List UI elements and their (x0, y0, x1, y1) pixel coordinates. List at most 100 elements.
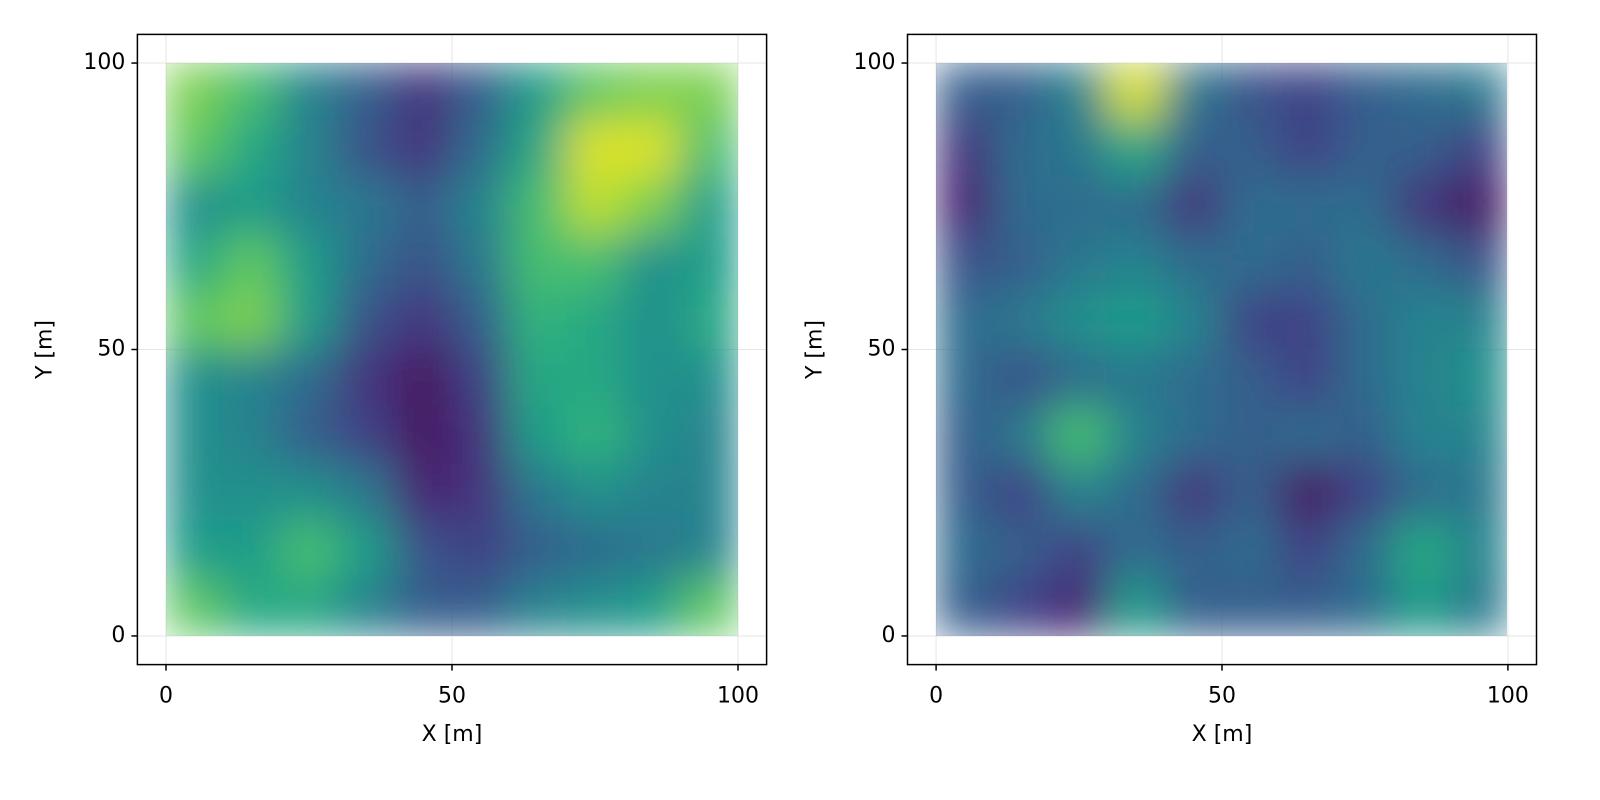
heatmap-cell (1278, 63, 1337, 121)
heatmap-cell (1393, 349, 1452, 408)
heatmap-cell (279, 119, 339, 179)
heatmap-cell (166, 578, 224, 636)
heatmap-cell (1164, 119, 1223, 179)
heatmap-cell (166, 406, 224, 465)
heatmap-cell (1278, 578, 1337, 636)
heatmap-cell (394, 349, 453, 408)
heatmap-cell (508, 406, 567, 465)
heatmap-cell (1164, 291, 1223, 350)
y-tick-label: 100 (854, 50, 896, 75)
heatmap-cell (1221, 119, 1280, 179)
y-axis-label: Y [m] (803, 320, 828, 380)
heatmap-cell (1278, 234, 1337, 293)
heatmap-cell (1107, 406, 1166, 465)
heatmap-cell (680, 177, 738, 236)
heatmap-cell (1278, 520, 1337, 580)
x-tick-label: 50 (1208, 684, 1236, 709)
heatmap-cell (394, 177, 453, 236)
heatmap-cell (451, 177, 510, 236)
heatmap-cell (222, 349, 281, 408)
heatmap-cell (222, 119, 281, 179)
heatmap-cell (451, 520, 510, 580)
heatmap-cell (337, 520, 396, 580)
y-axis-label: Y [m] (32, 320, 57, 380)
heatmap-cell (1221, 349, 1280, 408)
y-tick-label: 0 (882, 623, 896, 648)
heatmap-cell (222, 177, 281, 236)
heatmap-cell (623, 177, 682, 236)
heatmap-cell (394, 234, 453, 293)
heatmap-cell (936, 119, 994, 179)
heatmap-cell (1049, 406, 1109, 465)
heatmap-cell (451, 349, 510, 408)
heatmap-cell (1393, 291, 1452, 350)
heatmap-cell (508, 234, 567, 293)
heatmap-cell (337, 177, 396, 236)
heatmap-cell (565, 520, 625, 580)
heatmap-cell (337, 63, 396, 121)
heatmap-cell (936, 406, 994, 465)
heatmap-cell (992, 578, 1051, 636)
heatmap-cell (222, 291, 281, 350)
heatmap-cell (623, 406, 682, 465)
heatmap-cell (1278, 291, 1337, 350)
heatmap-cell (1164, 406, 1223, 465)
heatmap-cell (1278, 463, 1337, 522)
heatmap-cell (936, 63, 994, 121)
heatmap-cell (508, 63, 567, 121)
heatmap-cell (623, 520, 682, 580)
heatmap-cell (1107, 578, 1166, 636)
heatmap-cell (1393, 463, 1452, 522)
heatmap-cell (992, 119, 1051, 179)
heatmap-cell (565, 463, 625, 522)
heatmap-cell (1450, 234, 1507, 293)
heatmap-cell (1049, 349, 1109, 408)
heatmap-cell (565, 349, 625, 408)
heatmap-cell (680, 291, 738, 350)
heatmap-cell (1221, 234, 1280, 293)
heatmap-cell (1450, 463, 1507, 522)
heatmap-cell (1221, 291, 1280, 350)
heatmap-cell (992, 406, 1051, 465)
x-tick-label: 50 (438, 684, 466, 709)
heatmap-cell (166, 349, 224, 408)
heatmap-cell (1049, 578, 1109, 636)
heatmap-cell (1450, 406, 1507, 465)
heatmap-cell (337, 406, 396, 465)
heatmap-cell (1278, 177, 1337, 236)
heatmap-cell (279, 406, 339, 465)
heatmap-cell (222, 234, 281, 293)
heatmap-cell (1107, 119, 1166, 179)
heatmap-cell (1049, 291, 1109, 350)
heatmap-cell (337, 463, 396, 522)
x-axis-label: X [m] (1192, 722, 1253, 747)
heatmap-cells (936, 63, 1507, 636)
heatmap-cell (222, 63, 281, 121)
heatmap-cell (936, 177, 994, 236)
heatmap-cell (936, 463, 994, 522)
heatmap-cell (451, 234, 510, 293)
heatmap-cell (1107, 234, 1166, 293)
heatmap-cell (1164, 520, 1223, 580)
heatmap-cell (1450, 349, 1507, 408)
heatmap-cell (1049, 234, 1109, 293)
heatmap-cell (222, 578, 281, 636)
heatmap-cell (337, 291, 396, 350)
heatmap-cell (1278, 349, 1337, 408)
heatmap-cell (1049, 119, 1109, 179)
heatmap-cell (508, 291, 567, 350)
subplot: 0 50 100 0 50 100 X [m] Y [m] (803, 33, 1538, 747)
heatmap-cell (1335, 520, 1395, 580)
heatmap-cell (623, 63, 682, 121)
heatmap-cell (1393, 520, 1452, 580)
heatmap-cell (680, 406, 738, 465)
heatmap (936, 63, 1507, 636)
heatmap-cell (451, 406, 510, 465)
heatmap-cell (279, 234, 339, 293)
heatmap-cell (565, 578, 625, 636)
heatmap-cell (1278, 119, 1337, 179)
heatmap-cell (394, 520, 453, 580)
heatmap-cell (1221, 463, 1280, 522)
heatmap-cell (992, 291, 1051, 350)
